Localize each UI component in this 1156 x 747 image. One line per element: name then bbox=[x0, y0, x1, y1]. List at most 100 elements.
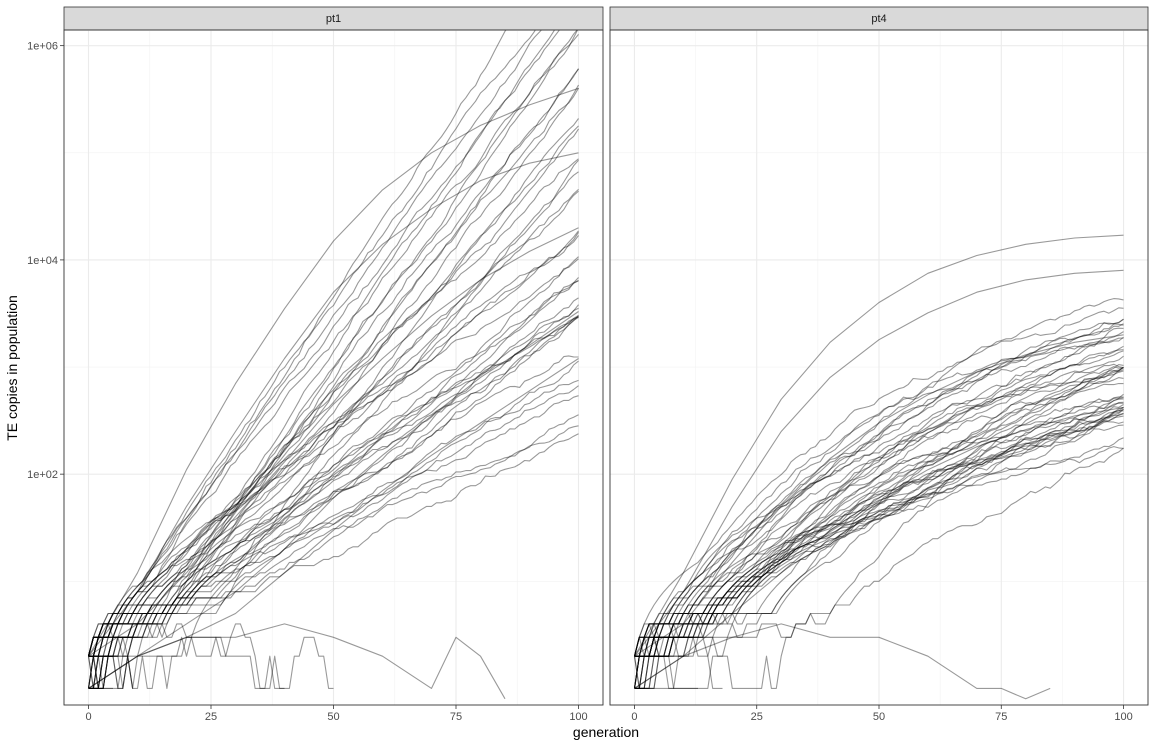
series-line-11 bbox=[634, 636, 723, 689]
series-line-8 bbox=[634, 382, 1124, 689]
series-line-41 bbox=[88, 360, 579, 689]
series-line-4 bbox=[634, 404, 1124, 657]
x-tick-label: 50 bbox=[873, 711, 885, 723]
series-group bbox=[633, 234, 1124, 700]
series-line-21 bbox=[633, 415, 1124, 657]
series-line-27 bbox=[87, 307, 579, 689]
series-line-24 bbox=[633, 298, 1124, 689]
series-line-12 bbox=[634, 402, 1124, 689]
panel-pt1: pt1 0 25 50 75 100 1e+02 1e+04 1e+06 bbox=[27, 6, 604, 723]
series-line-32 bbox=[634, 398, 1124, 689]
series-line-2 bbox=[88, 84, 579, 689]
series-line-9 bbox=[88, 655, 134, 689]
series-line-15 bbox=[634, 345, 1124, 689]
series-line-21 bbox=[87, 379, 579, 657]
x-tick-label: 0 bbox=[631, 711, 637, 723]
series-line-33 bbox=[87, 158, 579, 689]
series-line-20 bbox=[634, 406, 1124, 657]
series-line-25 bbox=[634, 318, 1124, 657]
series-line-52 bbox=[634, 269, 1124, 657]
series-line-19 bbox=[88, 188, 579, 689]
series-line-41 bbox=[634, 370, 1124, 689]
series-line-33 bbox=[634, 366, 1124, 657]
series-line-55 bbox=[634, 623, 1051, 700]
series-line-31 bbox=[88, 355, 579, 657]
x-tick-label: 75 bbox=[995, 711, 1007, 723]
series-line-12 bbox=[88, 68, 579, 657]
series-line-40 bbox=[87, 304, 579, 657]
series-line-16 bbox=[88, 30, 556, 657]
x-tick-label: 0 bbox=[85, 711, 91, 723]
series-line-43 bbox=[87, 433, 579, 657]
series-line-39 bbox=[633, 424, 1124, 657]
series-line-54 bbox=[88, 311, 579, 689]
series-line-5 bbox=[634, 446, 1124, 657]
series-line-1 bbox=[634, 447, 1124, 689]
series-line-14 bbox=[88, 235, 579, 657]
series-line-3 bbox=[634, 350, 1124, 689]
series-line-3 bbox=[87, 256, 579, 657]
series-line-26 bbox=[633, 401, 1124, 689]
series-line-37 bbox=[634, 366, 1124, 689]
x-tick-label: 25 bbox=[751, 711, 763, 723]
series-line-30 bbox=[634, 397, 1124, 657]
series-line-55 bbox=[88, 358, 579, 689]
series-line-13 bbox=[634, 412, 1124, 657]
series-line-2 bbox=[633, 408, 1124, 689]
series-line-22 bbox=[87, 30, 560, 657]
series-line-48 bbox=[634, 437, 1124, 689]
series-line-5 bbox=[87, 656, 94, 689]
x-tick-label: 75 bbox=[450, 711, 462, 723]
series-line-35 bbox=[87, 316, 579, 689]
series-line-10 bbox=[633, 367, 1124, 689]
series-line-13 bbox=[87, 414, 579, 657]
series-line-46 bbox=[633, 420, 1124, 657]
series-line-26 bbox=[88, 30, 579, 689]
series-line-7 bbox=[88, 190, 579, 689]
series-line-24 bbox=[88, 316, 579, 689]
series-line-18 bbox=[634, 366, 1124, 689]
series-line-36 bbox=[634, 377, 1124, 657]
series-line-16 bbox=[634, 336, 1124, 657]
series-line-23 bbox=[633, 323, 1124, 689]
series-line-30 bbox=[87, 297, 579, 657]
y-tick-label: 1e+02 bbox=[27, 469, 58, 481]
panel-pt4: pt4 0 25 50 75 100 bbox=[609, 6, 1149, 723]
series-line-10 bbox=[88, 30, 536, 689]
series-line-1 bbox=[88, 280, 579, 657]
x-tick-label: 100 bbox=[1114, 711, 1132, 723]
series-line-54 bbox=[634, 406, 1124, 689]
series-line-51 bbox=[88, 87, 579, 657]
series-line-39 bbox=[88, 636, 334, 689]
series-line-25 bbox=[87, 30, 578, 657]
x-tick-label: 50 bbox=[327, 711, 339, 723]
series-line-34 bbox=[88, 277, 579, 689]
y-tick-label: 1e+06 bbox=[27, 41, 58, 53]
series-line-42 bbox=[634, 331, 1124, 657]
series-line-15 bbox=[88, 34, 579, 657]
series-line-44 bbox=[634, 364, 1124, 689]
series-line-38 bbox=[88, 623, 285, 689]
series-group bbox=[87, 30, 579, 700]
series-line-27 bbox=[634, 337, 1124, 657]
series-line-17 bbox=[87, 314, 579, 657]
y-tick-label: 1e+04 bbox=[27, 255, 58, 267]
x-tick-label: 100 bbox=[569, 711, 587, 723]
series-line-32 bbox=[87, 385, 579, 689]
strip-label: pt1 bbox=[326, 13, 341, 25]
series-line-23 bbox=[88, 118, 579, 689]
series-line-52 bbox=[88, 152, 579, 657]
series-line-45 bbox=[633, 307, 1124, 657]
series-line-51 bbox=[634, 234, 1124, 657]
series-line-8 bbox=[88, 171, 579, 657]
series-line-50 bbox=[88, 316, 579, 657]
series-line-45 bbox=[88, 425, 579, 657]
series-line-28 bbox=[87, 159, 579, 689]
series-line-47 bbox=[87, 230, 579, 657]
series-line-46 bbox=[88, 87, 579, 657]
series-line-49 bbox=[634, 349, 1124, 657]
series-line-22 bbox=[633, 408, 1124, 657]
series-line-44 bbox=[88, 30, 543, 657]
series-line-53 bbox=[634, 334, 1124, 657]
